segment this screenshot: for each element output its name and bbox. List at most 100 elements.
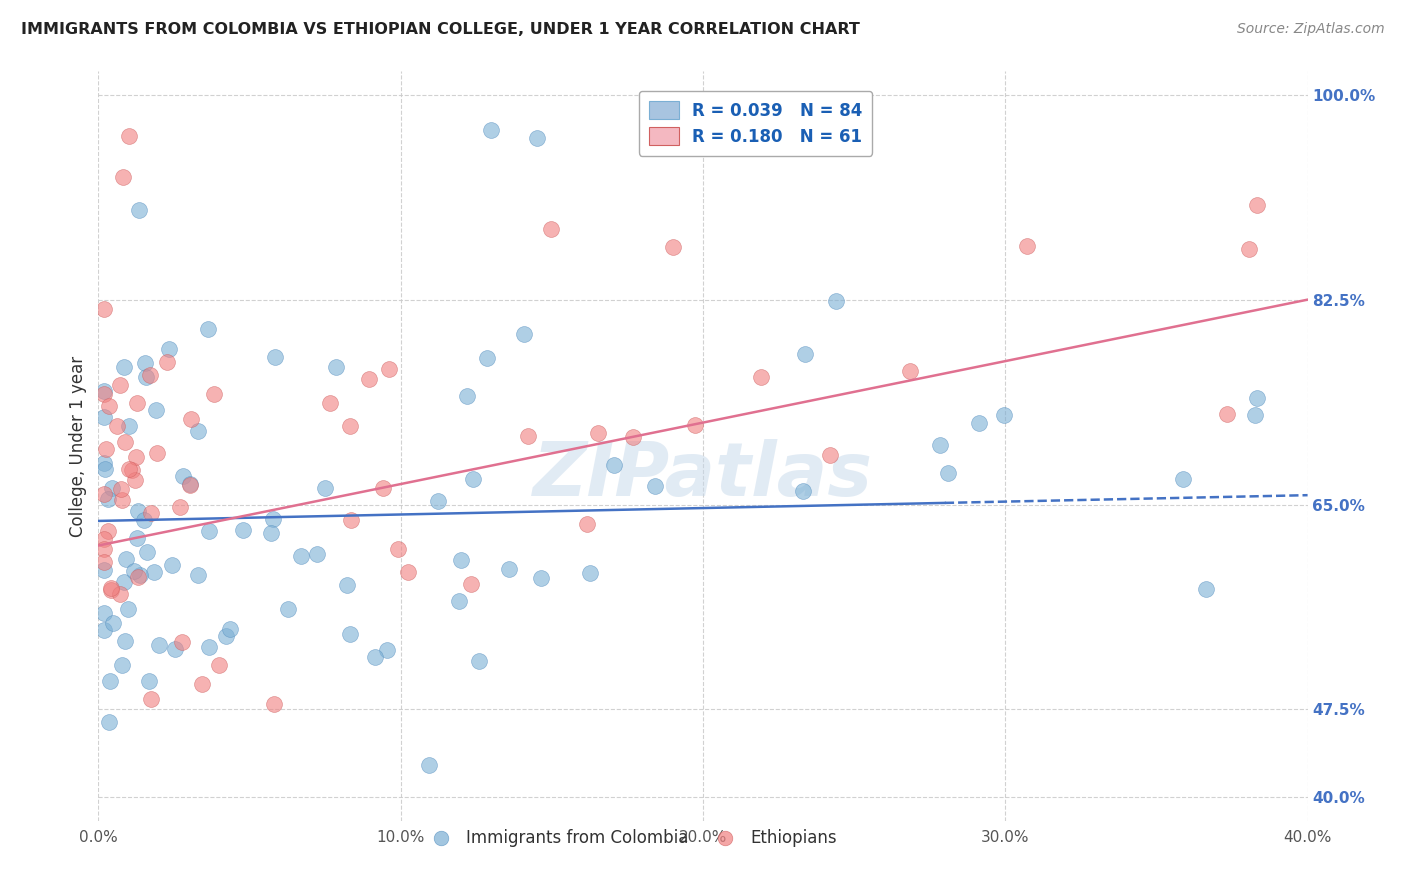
Point: [263, 698, 285, 712]
Point: [139, 506, 162, 520]
Point: [447, 594, 470, 608]
Point: [135, 545, 157, 559]
Point: [661, 240, 683, 254]
Point: [128, 202, 150, 217]
Point: [197, 322, 219, 336]
Point: [93, 564, 115, 578]
Point: [1171, 472, 1194, 486]
Point: [93, 532, 115, 546]
Point: [93, 387, 115, 401]
Point: [377, 362, 399, 376]
Point: [215, 628, 238, 642]
Point: [132, 513, 155, 527]
Point: [93, 384, 115, 398]
Point: [387, 542, 409, 557]
Point: [110, 378, 132, 392]
Point: [263, 351, 285, 365]
Point: [169, 500, 191, 514]
Point: [93, 606, 115, 620]
Point: [163, 641, 186, 656]
Point: [603, 458, 626, 472]
Point: [578, 566, 600, 580]
Point: [138, 673, 160, 688]
Point: [127, 504, 149, 518]
Point: [818, 448, 841, 462]
Point: [644, 479, 666, 493]
Point: [112, 359, 135, 374]
Point: [197, 640, 219, 654]
Point: [117, 462, 139, 476]
Point: [262, 512, 284, 526]
Point: [202, 386, 225, 401]
Point: [427, 493, 450, 508]
Point: [198, 524, 221, 538]
Point: [127, 396, 149, 410]
Point: [148, 639, 170, 653]
Point: [460, 577, 482, 591]
Point: [260, 526, 283, 541]
Point: [103, 616, 125, 631]
Point: [187, 424, 209, 438]
Point: [179, 477, 201, 491]
Point: [340, 513, 363, 527]
Y-axis label: College, Under 1 year: College, Under 1 year: [69, 355, 87, 537]
Point: [190, 676, 212, 690]
Point: [1243, 409, 1265, 423]
Point: [127, 531, 149, 545]
Point: [371, 482, 394, 496]
Point: [336, 578, 359, 592]
Point: [749, 370, 772, 384]
Text: Source: ZipAtlas.com: Source: ZipAtlas.com: [1237, 22, 1385, 37]
Point: [825, 293, 848, 308]
Point: [94, 442, 117, 457]
Point: [187, 567, 209, 582]
Point: [418, 758, 440, 772]
Point: [685, 417, 707, 432]
Point: [134, 356, 156, 370]
Point: [540, 222, 562, 236]
Point: [108, 587, 131, 601]
Point: [1246, 198, 1268, 212]
Point: [98, 399, 121, 413]
Point: [93, 486, 115, 500]
Point: [586, 425, 609, 440]
Point: [1195, 582, 1218, 596]
Point: [232, 523, 254, 537]
Point: [145, 402, 167, 417]
Point: [1216, 407, 1239, 421]
Point: [105, 419, 128, 434]
Point: [97, 491, 120, 506]
Point: [139, 692, 162, 706]
Point: [118, 419, 141, 434]
Point: [118, 128, 141, 143]
Point: [314, 481, 336, 495]
Point: [468, 655, 491, 669]
Point: [156, 355, 179, 369]
Text: ZIPatlas: ZIPatlas: [533, 440, 873, 513]
Point: [290, 549, 312, 564]
Point: [898, 364, 921, 378]
Point: [100, 581, 122, 595]
Point: [1015, 239, 1038, 253]
Point: [526, 131, 548, 145]
Point: [139, 368, 162, 382]
Point: [98, 674, 121, 689]
Point: [513, 326, 536, 341]
Point: [396, 565, 419, 579]
Point: [94, 461, 117, 475]
Point: [162, 558, 184, 573]
Point: [111, 169, 134, 184]
Point: [93, 555, 115, 569]
Point: [208, 658, 231, 673]
Point: [481, 123, 503, 137]
Point: [112, 574, 135, 589]
Point: [517, 429, 540, 443]
Point: [1246, 391, 1268, 405]
Point: [475, 351, 498, 365]
Point: [375, 642, 398, 657]
Point: [93, 410, 115, 425]
Point: [575, 516, 598, 531]
Point: [146, 446, 169, 460]
Point: [93, 456, 115, 470]
Point: [967, 416, 990, 430]
